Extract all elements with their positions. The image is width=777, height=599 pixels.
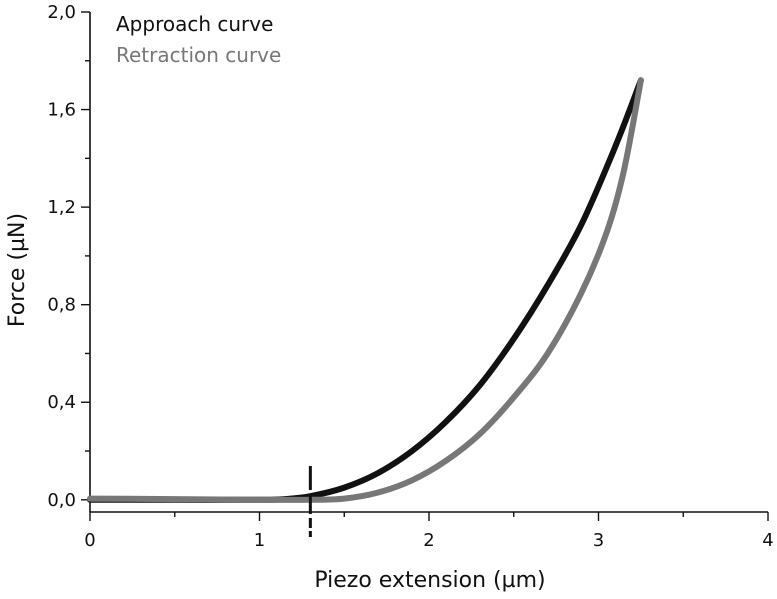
x-tick-label: 1 bbox=[254, 530, 265, 551]
x-tick-label: 0 bbox=[84, 530, 95, 551]
series-approach-curve bbox=[87, 77, 644, 503]
y-axis-title: Force (µN) bbox=[5, 213, 30, 327]
legend-entry-retraction: Retraction curve bbox=[116, 43, 281, 67]
y-tick-label: 0,4 bbox=[47, 392, 76, 413]
y-tick-label: 1,2 bbox=[47, 197, 76, 218]
y-tick-label: 2,0 bbox=[47, 2, 76, 23]
x-tick-label: 3 bbox=[593, 530, 604, 551]
x-axis-title: Piezo extension (µm) bbox=[314, 568, 545, 593]
y-axis-ticks: 0,0 0,4 0,8 1,2 1,6 2,0 bbox=[47, 2, 90, 511]
y-tick-label: 0,0 bbox=[47, 490, 76, 511]
x-tick-label: 2 bbox=[423, 530, 434, 551]
x-axis-ticks: 0 1 2 3 4 bbox=[84, 512, 774, 551]
series-retraction-curve bbox=[87, 77, 644, 503]
y-tick-label: 1,6 bbox=[47, 100, 76, 121]
series-layer bbox=[87, 77, 644, 503]
y-tick-label: 0,8 bbox=[47, 295, 76, 316]
x-tick-label: 4 bbox=[762, 530, 773, 551]
legend-entry-approach: Approach curve bbox=[116, 12, 273, 36]
